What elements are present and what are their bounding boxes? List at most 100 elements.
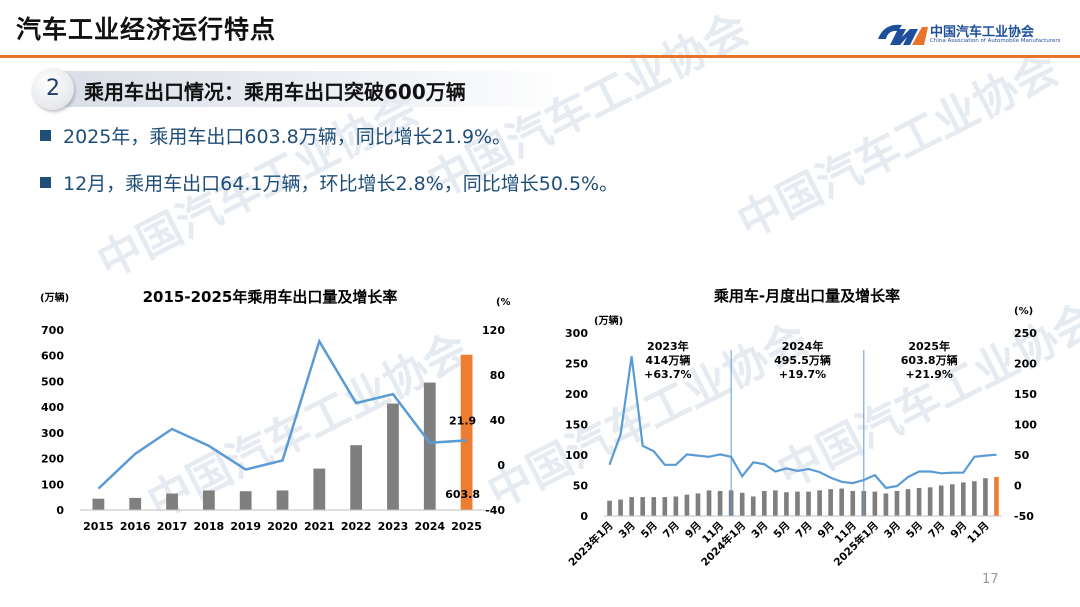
page-title: 汽车工业经济运行特点 bbox=[16, 15, 277, 44]
x-tick-label: 3月 bbox=[749, 520, 770, 541]
bar bbox=[706, 490, 712, 516]
monthly-export-chart: 乘用车-月度出口量及增长率 (万辆) (%) 300 250 200 150 100 50 0 25… bbox=[565, 287, 1037, 569]
y-left-tick-label: 0 bbox=[580, 510, 588, 523]
y-left-tick-label: 700 bbox=[41, 324, 64, 337]
y-right-tick-label: 50 bbox=[1014, 449, 1030, 462]
bar bbox=[739, 492, 745, 516]
x-tick-label: 2025 bbox=[451, 520, 482, 533]
y-left-tick-label: 500 bbox=[41, 375, 64, 388]
logo-text-cn: 中国汽车工业协会 bbox=[930, 25, 1035, 40]
x-tick-label: 2017 bbox=[157, 520, 188, 533]
x-tick-label: 2022 bbox=[341, 520, 372, 533]
bar bbox=[239, 491, 252, 510]
x-tick-label: 7月 bbox=[926, 520, 947, 541]
header-divider bbox=[0, 55, 1080, 58]
section-title: 乘用车出口情况：乘用车出口突破600万辆 bbox=[84, 80, 466, 104]
bar bbox=[651, 497, 657, 516]
square-bullet-icon bbox=[40, 177, 51, 188]
y-right-tick-label: -40 bbox=[485, 504, 505, 517]
y-left-tick-label: 300 bbox=[41, 427, 64, 440]
annual-export-chart: 2015-2025年乘用车出口量及增长率(万辆)(%)7006005004003… bbox=[40, 288, 510, 533]
x-tick-label: 3月 bbox=[882, 520, 903, 541]
y-right-tick-label: 40 bbox=[490, 414, 506, 427]
bar bbox=[313, 468, 326, 510]
bar bbox=[883, 493, 889, 516]
x-tick-label: 2016 bbox=[120, 520, 151, 533]
x-tick-label: 2015 bbox=[83, 520, 114, 533]
y-left-tick-label: 250 bbox=[565, 358, 588, 371]
bar bbox=[350, 445, 363, 510]
bar bbox=[983, 478, 988, 516]
bar bbox=[276, 490, 289, 510]
annotation-growth: +21.9% bbox=[905, 368, 952, 381]
x-tick-label: 5月 bbox=[771, 520, 792, 541]
section-number-badge: 2 bbox=[32, 68, 74, 110]
watermark-logo: 中国汽车工业协会 bbox=[729, 43, 1067, 249]
bar bbox=[960, 482, 966, 516]
left-axis-unit: (万辆) bbox=[40, 291, 69, 304]
y-left-tick-label: 300 bbox=[565, 327, 588, 340]
bar bbox=[387, 403, 399, 510]
bullet-text: 2025年，乘用车出口603.8万辆，同比增长21.9%。 bbox=[63, 126, 512, 148]
x-tick-label: 11月 bbox=[965, 520, 991, 546]
bar bbox=[839, 488, 845, 516]
bar bbox=[806, 491, 811, 516]
page-number: 17 bbox=[982, 572, 999, 587]
x-tick-label: 7月 bbox=[794, 520, 815, 541]
bar bbox=[795, 491, 800, 516]
y-left-tick-label: 0 bbox=[56, 504, 64, 517]
annotation-volume: 495.5万辆 bbox=[774, 353, 831, 367]
y-right-tick-label: -50 bbox=[1014, 510, 1034, 523]
bullet-item: 2025年，乘用车出口603.8万辆，同比增长21.9%。 bbox=[40, 122, 511, 149]
y-right-tick-label: 80 bbox=[490, 369, 506, 382]
chart-title: 乘用车-月度出口量及增长率 bbox=[713, 287, 900, 305]
y-left-tick-label: 200 bbox=[565, 388, 588, 401]
y-left-tick-label: 50 bbox=[573, 480, 589, 493]
annotation-year: 2025年 bbox=[908, 339, 950, 353]
bar bbox=[640, 497, 646, 516]
annotation-volume: 414万辆 bbox=[645, 353, 690, 367]
x-tick-label: 2023年1月 bbox=[566, 519, 616, 569]
bar bbox=[166, 493, 178, 510]
y-left-tick-label: 100 bbox=[565, 449, 588, 462]
bar bbox=[202, 490, 215, 510]
bar bbox=[972, 481, 977, 516]
bullet-text: 12月，乘用车出口64.1万辆，环比增长2.8%，同比增长50.5%。 bbox=[63, 173, 619, 195]
y-left-tick-label: 200 bbox=[41, 453, 64, 466]
bar bbox=[872, 491, 878, 516]
y-right-tick-label: 150 bbox=[1014, 388, 1037, 401]
annotation-year: 2024年 bbox=[782, 339, 824, 353]
highlight-bar bbox=[460, 354, 473, 510]
bar bbox=[717, 490, 723, 516]
bar bbox=[695, 493, 701, 516]
growth-rate-line bbox=[97, 338, 467, 490]
y-right-tick-label: 0 bbox=[497, 459, 505, 472]
bar bbox=[817, 490, 822, 516]
x-tick-label: 2021 bbox=[304, 520, 335, 533]
x-tick-label: 5月 bbox=[639, 520, 660, 541]
bar bbox=[784, 492, 789, 516]
y-right-tick-label: 0 bbox=[1014, 480, 1022, 493]
bar bbox=[423, 382, 436, 510]
x-tick-label: 2019 bbox=[230, 520, 261, 533]
y-left-tick-label: 100 bbox=[41, 478, 64, 491]
y-right-tick-label: 100 bbox=[1014, 419, 1037, 432]
bar bbox=[850, 490, 856, 516]
bar bbox=[662, 497, 668, 516]
y-left-tick-label: 600 bbox=[41, 350, 64, 363]
y-right-tick-label: 250 bbox=[1014, 327, 1037, 340]
logo-text-en: China Association of Automobile Manufact… bbox=[930, 38, 1061, 44]
annotation-growth: +63.7% bbox=[644, 368, 691, 381]
right-axis-unit: (%) bbox=[496, 297, 510, 308]
x-tick-label: 2023 bbox=[378, 520, 409, 533]
bar bbox=[894, 490, 900, 516]
bar bbox=[607, 500, 612, 516]
x-tick-label: 7月 bbox=[661, 520, 682, 541]
bar bbox=[773, 490, 778, 516]
bar bbox=[905, 489, 911, 516]
line-data-label: 21.9 bbox=[449, 414, 476, 427]
y-left-tick-label: 400 bbox=[41, 401, 64, 414]
bar bbox=[761, 490, 767, 516]
highlight-bar bbox=[994, 476, 999, 516]
x-tick-label: 2024 bbox=[414, 520, 445, 533]
